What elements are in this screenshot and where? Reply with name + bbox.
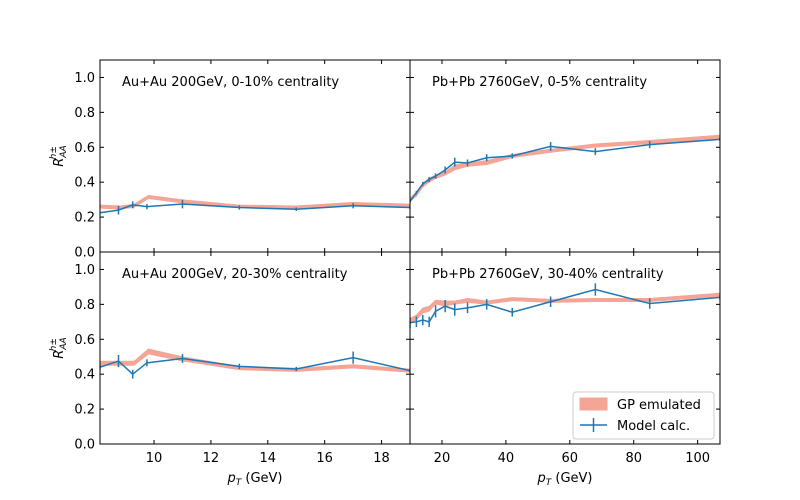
- x-axis-label: pT (GeV): [226, 471, 282, 488]
- panel-title: Pb+Pb 2760GeV, 30-40% centrality: [432, 267, 664, 282]
- gp-band: [100, 348, 410, 373]
- y-axis-label: RAAh±: [49, 337, 69, 358]
- y-tick-label: 0.4: [74, 368, 95, 383]
- panel-2: 0.0 0.2 0.4 0.6 0.8 1.0 10 12 14 16 18 Au+Au 200GeV…: [49, 251, 411, 466]
- y-tick-label: 0.0: [74, 246, 95, 261]
- model-line: [410, 138, 720, 202]
- model-line: [410, 288, 720, 324]
- y-tick-label: 0.4: [74, 176, 95, 191]
- legend-box: [572, 391, 715, 440]
- x-tick-label: 60: [562, 451, 579, 466]
- x-tick-label: 80: [625, 451, 642, 466]
- legend-gp-label: GP emulated: [617, 398, 701, 413]
- x-tick-label: 10: [146, 451, 163, 466]
- x-tick-label: 100: [685, 451, 710, 466]
- y-tick-label: 0.0: [74, 438, 95, 453]
- legend-gp-swatch: [579, 397, 608, 411]
- y-tick-label: 0.6: [74, 333, 95, 348]
- y-axis-label: RAAh±: [49, 145, 69, 166]
- gp-band: [410, 134, 720, 202]
- panel-title: Au+Au 200GeV, 20-30% centrality: [122, 267, 348, 282]
- panel-title: Pb+Pb 2760GeV, 0-5% centrality: [432, 75, 647, 90]
- legend-model-label: Model calc.: [617, 419, 690, 434]
- legend: GP emulated Model calc.: [572, 391, 715, 440]
- x-tick-label: 14: [260, 451, 277, 466]
- panel-title: Au+Au 200GeV, 0-10% centrality: [122, 75, 339, 90]
- x-tick-label: 12: [203, 451, 220, 466]
- panel-0: 0.0 0.2 0.4 0.6 0.8 1.0 Au+Au 200GeV, 0-10% ce…: [49, 59, 411, 261]
- gp-band: [410, 292, 720, 324]
- y-tick-label: 0.8: [74, 106, 95, 121]
- y-tick-label: 0.2: [74, 211, 95, 226]
- y-tick-label: 0.2: [74, 403, 95, 418]
- x-tick-label: 20: [434, 451, 451, 466]
- panel-3: 20 40 60 80 100 Pb+Pb 2760GeV, 30-40% central…: [409, 251, 721, 466]
- y-tick-label: 1.0: [74, 263, 95, 278]
- gp-band: [100, 194, 410, 210]
- x-axis-label: pT (GeV): [536, 471, 592, 488]
- panel-frame: [409, 251, 721, 445]
- x-tick-label: 18: [373, 451, 390, 466]
- y-tick-label: 0.6: [74, 141, 95, 156]
- x-tick-label: 16: [316, 451, 333, 466]
- x-tick-label: 40: [498, 451, 515, 466]
- y-tick-label: 1.0: [74, 71, 95, 86]
- y-tick-label: 0.8: [74, 298, 95, 313]
- panel-1: Pb+Pb 2760GeV, 0-5% centrality: [409, 59, 721, 253]
